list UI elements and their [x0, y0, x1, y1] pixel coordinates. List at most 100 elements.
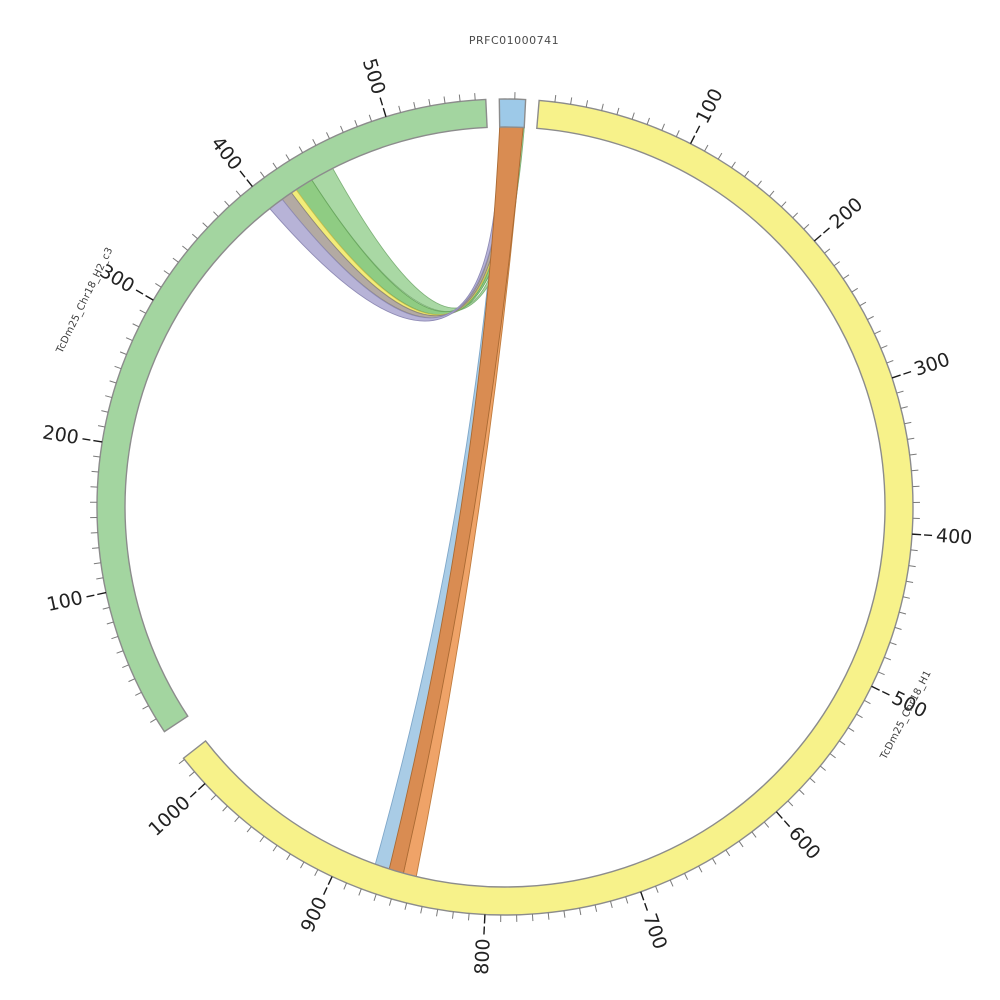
minor-tick-TcDm25_Chr18_H2_c3-360: [202, 222, 209, 228]
minor-tick-TcDm25_Chr18_H2_c3-190: [93, 455, 101, 458]
minor-tick-TcDm25_Chr18_H1-70: [646, 117, 650, 125]
minor-tick-TcDm25_Chr18_H1-220: [833, 261, 840, 267]
minor-tick-TcDm25_Chr18_H2_c3-120: [93, 562, 101, 565]
tick-label-TcDm25_Chr18_H1-700: 700: [638, 911, 671, 953]
ribbons-layer: [269, 126, 525, 878]
minor-tick-TcDm25_Chr18_H1-180: [792, 212, 799, 219]
minor-tick-TcDm25_Chr18_H2_c3-430: [285, 154, 291, 161]
minor-tick-TcDm25_Chr18_H1-650: [711, 858, 717, 865]
minor-tick-TcDm25_Chr18_H1-530: [847, 727, 855, 732]
tick-leader-TcDm25_Chr18_H2_c3-100: [86, 594, 95, 598]
minor-tick-TcDm25_Chr18_H2_c3-290: [139, 309, 147, 314]
minor-tick-TcDm25_Chr18_H2_c3-410: [259, 171, 265, 178]
minor-tick-TcDm25_Chr18_H1-910: [314, 869, 319, 877]
tick-label-TcDm25_Chr18_H1-900: 900: [297, 894, 332, 936]
sector-arc-TcDm25_Chr18_H2_c3: [96, 98, 488, 733]
tick-leader-TcDm25_Chr18_H1-600: [783, 820, 791, 828]
major-tick-TcDm25_Chr18_H1-100: [689, 135, 696, 144]
major-tick-TcDm25_Chr18_H1-500: [871, 685, 880, 691]
tick-leader-TcDm25_Chr18_H1-200: [822, 227, 830, 234]
minor-tick-TcDm25_Chr18_H1-870: [373, 893, 377, 901]
minor-tick-TcDm25_Chr18_H2_c3-210: [97, 425, 106, 428]
minor-tick-TcDm25_Chr18_H1-880: [358, 888, 362, 896]
minor-tick-TcDm25_Chr18_H1-50: [616, 107, 620, 115]
tick-leader-TcDm25_Chr18_H1-900: [322, 887, 328, 895]
major-tick-TcDm25_Chr18_H1-300: [891, 374, 901, 379]
minor-tick-TcDm25_Chr18_H1-1020: [178, 759, 185, 765]
minor-tick-TcDm25_Chr18_H1-310: [896, 390, 904, 394]
minor-tick-TcDm25_Chr18_H2_c3-80: [106, 621, 114, 625]
minor-tick-TcDm25_Chr18_H1-630: [738, 840, 744, 848]
sectors-layer: [96, 98, 914, 916]
minor-tick-TcDm25_Chr18_H1-560: [819, 765, 826, 771]
minor-tick-TcDm25_Chr18_H1-760: [547, 912, 550, 920]
sector-arc-PRFC01000741: [498, 98, 527, 129]
minor-tick-TcDm25_Chr18_H1-820: [451, 911, 454, 919]
major-tick-TcDm25_Chr18_H2_c3-200: [93, 439, 103, 443]
minor-tick-TcDm25_Chr18_H1-330: [904, 421, 912, 425]
tick-label-TcDm25_Chr18_H1-400: 400: [935, 525, 973, 549]
minor-tick-TcDm25_Chr18_H2_c3-240: [109, 380, 117, 384]
minor-tick-TcDm25_Chr18_H1-260: [867, 315, 874, 321]
minor-tick-TcDm25_Chr18_H2_c3-490: [368, 114, 373, 122]
minor-tick-TcDm25_Chr18_H1-550: [829, 753, 836, 759]
minor-tick-TcDm25_Chr18_H1-110: [704, 144, 709, 152]
sector-arc-TcDm25_Chr18_H1: [182, 99, 914, 916]
minor-tick-TcDm25_Chr18_H2_c3-420: [272, 162, 278, 169]
minor-tick-TcDm25_Chr18_H1-190: [803, 224, 810, 230]
minor-tick-TcDm25_Chr18_H2_c3-180: [91, 470, 99, 473]
minor-tick-TcDm25_Chr18_H2_c3-390: [235, 190, 242, 197]
minor-tick-TcDm25_Chr18_H1-160: [769, 190, 775, 197]
minor-tick-TcDm25_Chr18_H2_c3-520: [413, 102, 416, 110]
tick-label-TcDm25_Chr18_H1-600: 600: [784, 822, 825, 864]
minor-tick-TcDm25_Chr18_H1-90: [675, 130, 680, 137]
minor-tick-TcDm25_Chr18_H1-40: [601, 103, 604, 111]
tick-leader-TcDm25_Chr18_H1-500: [881, 690, 890, 696]
minor-tick-TcDm25_Chr18_H2_c3-260: [119, 351, 127, 355]
minor-tick-TcDm25_Chr18_H1-350: [909, 453, 917, 456]
minor-tick-TcDm25_Chr18_H1-960: [246, 826, 252, 833]
minor-tick-TcDm25_Chr18_H1-430: [906, 580, 914, 584]
minor-tick-TcDm25_Chr18_H1-460: [894, 626, 902, 630]
tick-label-TcDm25_Chr18_H2_c3-100: 100: [45, 587, 85, 616]
minor-tick-TcDm25_Chr18_H1-250: [859, 301, 867, 307]
minor-tick-TcDm25_Chr18_H1-690: [655, 886, 659, 893]
tick-label-TcDm25_Chr18_H1-200: 200: [825, 193, 867, 233]
minor-tick-TcDm25_Chr18_H2_c3-560: [474, 93, 476, 101]
minor-tick-TcDm25_Chr18_H1-970: [234, 816, 240, 823]
minor-tick-TcDm25_Chr18_H1-150: [756, 180, 762, 187]
minor-tick-TcDm25_Chr18_H1-940: [272, 845, 278, 852]
minor-tick-TcDm25_Chr18_H1-240: [851, 287, 858, 293]
minor-tick-TcDm25_Chr18_H1-280: [880, 345, 888, 349]
tick-leader-TcDm25_Chr18_H1-1000: [189, 791, 197, 798]
minor-tick-TcDm25_Chr18_H2_c3-470: [340, 125, 344, 133]
minor-tick-TcDm25_Chr18_H1-170: [780, 201, 787, 208]
major-tick-TcDm25_Chr18_H1-900: [327, 876, 333, 885]
tick-label-TcDm25_Chr18_H1-100: 100: [692, 85, 728, 127]
minor-tick-TcDm25_Chr18_H1-490: [877, 671, 885, 676]
minor-tick-TcDm25_Chr18_H2_c3-310: [155, 283, 162, 288]
minor-tick-TcDm25_Chr18_H2_c3-60: [116, 650, 124, 654]
minor-tick-TcDm25_Chr18_H1-230: [842, 274, 850, 280]
tick-label-TcDm25_Chr18_H2_c3-400: 400: [206, 132, 246, 174]
minor-tick-TcDm25_Chr18_H2_c3-320: [163, 270, 170, 276]
minor-tick-TcDm25_Chr18_H2_c3-110: [96, 577, 104, 580]
minor-tick-TcDm25_Chr18_H1-340: [907, 437, 915, 440]
minor-tick-TcDm25_Chr18_H1-740: [579, 908, 582, 916]
minor-tick-TcDm25_Chr18_H1-660: [698, 865, 703, 873]
major-tick-TcDm25_Chr18_H2_c3-100: [97, 591, 107, 596]
minor-tick-TcDm25_Chr18_H2_c3-330: [172, 257, 179, 263]
minor-tick-TcDm25_Chr18_H2_c3-270: [125, 337, 133, 342]
minor-tick-TcDm25_Chr18_H2_c3-40: [128, 678, 136, 683]
minor-tick-TcDm25_Chr18_H2_c3-90: [102, 606, 110, 610]
minor-tick-TcDm25_Chr18_H1-30: [585, 100, 589, 108]
minor-tick-TcDm25_Chr18_H1-20: [570, 97, 573, 105]
minor-tick-TcDm25_Chr18_H1-140: [744, 170, 750, 178]
minor-tick-TcDm25_Chr18_H1-120: [717, 152, 723, 160]
minor-tick-TcDm25_Chr18_H1-10: [554, 95, 557, 103]
minor-tick-TcDm25_Chr18_H2_c3-220: [101, 410, 109, 413]
major-tick-TcDm25_Chr18_H1-600: [775, 811, 783, 819]
minor-tick-TcDm25_Chr18_H2_c3-530: [428, 98, 431, 107]
